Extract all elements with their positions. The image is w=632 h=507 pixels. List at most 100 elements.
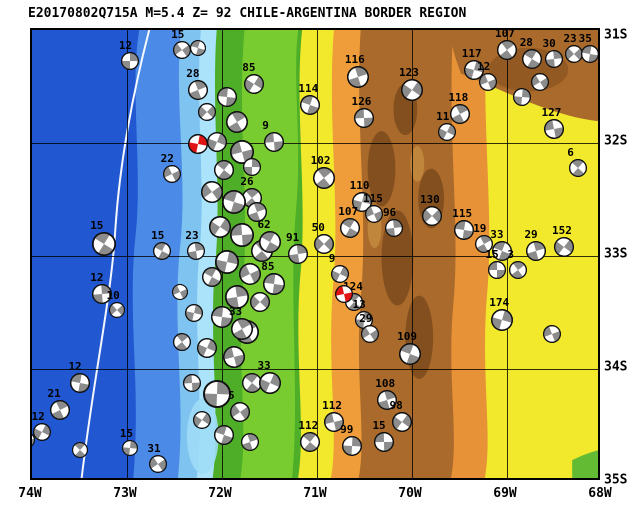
focal-mechanism <box>72 442 89 459</box>
event-depth-label: 3 <box>507 247 515 261</box>
focal-mechanism <box>438 122 457 141</box>
focal-mechanism <box>242 372 263 393</box>
event-depth-label: 12 <box>31 410 45 424</box>
focal-mechanism <box>240 433 259 452</box>
event-depth-label: 9 <box>262 118 269 132</box>
lat-tick-label: 34S <box>604 359 628 375</box>
event-depth-label: 96 <box>382 205 397 219</box>
event-depth-label: 62 <box>257 218 271 232</box>
grid-line-horizontal <box>32 369 598 370</box>
focal-mechanism <box>188 79 209 100</box>
event-depth-label: 33 <box>228 305 243 319</box>
grid-line-horizontal <box>32 256 598 257</box>
focal-mechanism <box>487 260 506 279</box>
event-depth-label: 130 <box>419 193 440 207</box>
focal-mechanism <box>491 309 514 332</box>
andes-highlight-blob <box>410 145 425 182</box>
event-depth-label: 117 <box>461 46 482 60</box>
event-depth-label: 21 <box>47 386 61 400</box>
focal-mechanism <box>226 110 249 133</box>
focal-mechanism <box>92 284 113 305</box>
focal-mechanism <box>243 157 262 176</box>
focal-mechanism <box>214 249 239 274</box>
focal-mechanism <box>384 218 403 237</box>
focal-mechanism <box>569 158 588 177</box>
focal-mechanism <box>211 306 233 328</box>
lon-tick-label: 72W <box>208 486 232 501</box>
event-depth-label: 107 <box>338 204 359 218</box>
event-depth-label: 29 <box>524 228 538 242</box>
focal-mechanism <box>108 302 125 319</box>
focal-mechanism <box>353 108 374 129</box>
focal-mechanism <box>565 44 584 63</box>
lon-tick-label: 70W <box>398 486 422 501</box>
focal-mechanism <box>207 131 228 152</box>
focal-mechanism <box>365 205 383 224</box>
event-depth-label: 114 <box>298 81 319 95</box>
focal-mechanism <box>121 440 138 457</box>
focal-mechanism <box>330 265 349 284</box>
event-depth-label: 22 <box>160 151 174 165</box>
event-depth-label: 126 <box>351 95 372 109</box>
focal-mechanism <box>324 412 345 433</box>
event-depth-label: 10 <box>106 289 120 303</box>
focal-mechanism <box>361 325 380 343</box>
event-depth-label: 33 <box>257 358 271 372</box>
focal-mechanism <box>580 44 598 63</box>
grid-line-horizontal <box>32 143 598 144</box>
focal-mechanism <box>463 59 484 80</box>
focal-mechanism <box>203 379 232 408</box>
event-depth-label: 124 <box>343 280 363 294</box>
focal-mechanism <box>197 103 216 122</box>
focal-mechanism <box>391 412 412 433</box>
focal-mechanism <box>149 454 168 473</box>
focal-mechanism <box>216 86 237 107</box>
event-depth-label: 110 <box>349 178 370 192</box>
event-depth-label: 9 <box>328 252 336 266</box>
event-depth-label: 127 <box>541 106 562 120</box>
focal-mechanism <box>300 432 321 453</box>
focal-mechanism <box>374 432 395 453</box>
focal-mechanism <box>492 241 513 262</box>
focal-mechanism <box>288 243 308 264</box>
lon-tick-label: 69W <box>493 486 517 501</box>
focal-mechanism <box>334 285 353 304</box>
focal-mechanism <box>342 435 363 456</box>
focal-mechanism <box>188 134 209 155</box>
event-depth-label: 91 <box>286 230 300 244</box>
focal-mechanism <box>229 222 254 247</box>
event-depth-label: 33 <box>490 228 504 242</box>
focal-mechanism <box>172 284 189 301</box>
focal-mechanism <box>32 432 36 449</box>
focal-mechanism <box>182 373 201 392</box>
focal-mechanism <box>92 231 117 256</box>
focal-mechanism <box>153 242 172 261</box>
event-depth-label: 112 <box>322 399 342 413</box>
southeast-green-patch <box>572 450 598 478</box>
focal-mechanism <box>377 389 398 410</box>
focal-mechanism <box>196 337 217 358</box>
lat-tick-label: 33S <box>604 246 628 262</box>
lat-tick-label: 35S <box>604 472 628 488</box>
event-depth-label: 15 <box>485 247 499 261</box>
focal-mechanism <box>263 273 286 296</box>
focal-mechanism <box>247 201 268 222</box>
event-depth-label: 15 <box>151 229 165 243</box>
event-depth-label: 115 <box>452 207 473 220</box>
focal-mechanism <box>354 311 373 330</box>
focal-mechanism <box>401 78 423 101</box>
event-depth-label: 15 <box>90 218 104 232</box>
focal-mechanism <box>209 215 232 238</box>
trench-line <box>80 30 151 478</box>
focal-mechanism <box>526 241 547 262</box>
focal-mechanism <box>509 260 528 279</box>
focal-mechanism <box>49 399 70 420</box>
event-depth-label: 123 <box>399 65 419 79</box>
event-depth-label: 108 <box>375 376 396 390</box>
focal-mechanism <box>264 131 285 152</box>
event-depth-label: 12 <box>118 38 133 52</box>
focal-mechanism <box>399 343 422 366</box>
focal-mechanism <box>351 191 372 212</box>
focal-mechanism <box>120 51 139 70</box>
focal-mechanism <box>173 332 192 351</box>
